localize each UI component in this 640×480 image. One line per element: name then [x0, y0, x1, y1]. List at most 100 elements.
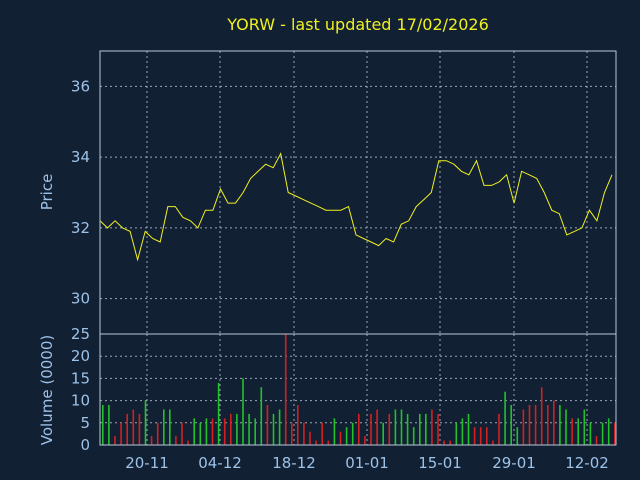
price-y-tick-label: 30	[71, 290, 90, 308]
volume-bar	[108, 405, 110, 445]
volume-bar	[321, 422, 323, 445]
volume-bar	[260, 387, 263, 445]
volume-bar	[412, 427, 415, 445]
volume-bar	[211, 418, 214, 445]
volume-bar	[437, 413, 439, 445]
volume-bar	[376, 409, 378, 445]
price-y-ticks: 30 32 34 36	[71, 77, 90, 307]
volume-bar	[577, 418, 579, 445]
volume-bar	[254, 418, 256, 445]
volume-bar	[540, 387, 543, 445]
price-line	[99, 152, 613, 262]
volume-bar	[181, 422, 183, 445]
volume-bar	[370, 413, 372, 445]
volume-bar	[504, 391, 506, 445]
volume-bar	[156, 422, 159, 445]
volume-bar	[102, 405, 104, 445]
x-tick-label: 20-11	[125, 454, 169, 472]
volume-bar	[510, 405, 512, 445]
volume-bar	[187, 440, 189, 445]
volume-bar	[516, 427, 519, 445]
volume-bar	[425, 413, 427, 445]
x-tick-label: 12-02	[565, 454, 609, 472]
volume-bar	[364, 436, 366, 445]
volume-bar	[388, 413, 391, 445]
volume-y-tick-label: 20	[71, 347, 90, 365]
price-panel: 30 32 34 36 Price	[38, 50, 617, 335]
volume-bar	[163, 409, 165, 445]
x-tick-label: 18-12	[272, 454, 316, 472]
volume-bar	[394, 409, 397, 445]
volume-bar	[284, 334, 287, 445]
volume-bar	[553, 400, 555, 445]
volume-bar	[175, 436, 177, 445]
volume-bar	[498, 413, 500, 445]
volume-y-tick-label: 25	[71, 325, 90, 343]
price-frame	[99, 50, 617, 335]
x-axis-ticks: 20-11 04-12 18-12 01-01 15-01 29-01 12-02	[125, 454, 609, 472]
volume-bar	[455, 422, 458, 445]
volume-y-tick-label: 10	[71, 392, 90, 410]
volume-bar	[120, 422, 122, 445]
volume-bar	[595, 436, 598, 445]
volume-y-tick-label: 5	[80, 414, 90, 432]
volume-bar	[309, 431, 311, 445]
price-y-tick-label: 34	[71, 148, 90, 166]
volume-bar	[601, 422, 604, 445]
volume-bar	[492, 440, 494, 445]
volume-panel: 0 5 10 15 20 25 Volume (0000)	[38, 325, 617, 454]
volume-bar	[169, 409, 171, 445]
volume-bar	[248, 413, 250, 445]
price-grid	[100, 51, 616, 334]
volume-bar	[547, 405, 549, 445]
volume-bar	[565, 409, 567, 445]
volume-bar	[242, 378, 244, 445]
volume-bars	[102, 334, 616, 445]
volume-bar	[315, 440, 317, 445]
volume-bar	[114, 436, 116, 445]
volume-bar	[327, 440, 330, 445]
volume-bar	[351, 422, 354, 445]
volume-bar	[266, 405, 269, 445]
volume-bar	[358, 413, 360, 445]
x-tick-label: 29-01	[492, 454, 536, 472]
volume-bar	[528, 405, 531, 445]
price-axis-label: Price	[38, 174, 56, 211]
volume-bar	[479, 427, 482, 445]
volume-bar	[571, 418, 573, 445]
volume-bar	[400, 409, 403, 445]
volume-bar	[486, 427, 488, 445]
volume-bar	[205, 418, 208, 445]
price-y-tick-label: 36	[71, 77, 90, 95]
chart-title: YORW - last updated 17/02/2026	[226, 15, 489, 34]
volume-bar	[419, 413, 421, 445]
volume-y-tick-label: 15	[71, 369, 90, 387]
volume-axis-label: Volume (0000)	[38, 335, 56, 445]
volume-bar	[303, 422, 305, 445]
volume-y-tick-label: 0	[80, 436, 90, 454]
volume-bar	[382, 422, 384, 445]
volume-bar	[217, 382, 220, 445]
volume-bar	[607, 418, 610, 445]
volume-bar	[339, 431, 342, 445]
volume-bar	[230, 413, 232, 445]
volume-bar	[291, 422, 293, 445]
volume-bar	[193, 418, 195, 445]
volume-bar	[473, 427, 476, 445]
volume-bar	[583, 409, 586, 445]
x-tick-label: 01-01	[345, 454, 389, 472]
volume-bar	[467, 413, 470, 445]
volume-bar	[297, 405, 299, 445]
volume-bar	[443, 440, 445, 445]
volume-bar	[144, 400, 147, 445]
volume-bar	[534, 405, 537, 445]
volume-bar	[589, 422, 592, 445]
volume-bar	[138, 413, 141, 445]
price-y-tick-label: 32	[71, 219, 90, 237]
volume-bar	[333, 418, 336, 445]
volume-bar	[449, 440, 451, 445]
volume-bar	[199, 422, 202, 445]
volume-bar	[614, 422, 616, 445]
volume-bar	[126, 413, 128, 445]
